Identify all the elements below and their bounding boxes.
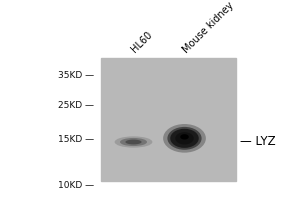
Ellipse shape xyxy=(125,140,142,144)
Ellipse shape xyxy=(115,136,152,148)
Ellipse shape xyxy=(167,127,202,150)
Ellipse shape xyxy=(120,138,147,146)
Text: 25KD —: 25KD — xyxy=(58,101,94,110)
Ellipse shape xyxy=(179,135,190,142)
Bar xyxy=(100,58,236,181)
Text: Mouse kidney: Mouse kidney xyxy=(180,0,235,55)
Text: HL60: HL60 xyxy=(129,30,154,55)
Ellipse shape xyxy=(175,132,194,145)
Text: 15KD —: 15KD — xyxy=(58,135,94,144)
Ellipse shape xyxy=(163,124,206,153)
Ellipse shape xyxy=(170,129,199,148)
Text: 35KD —: 35KD — xyxy=(58,71,94,80)
Ellipse shape xyxy=(180,134,189,140)
Text: 10KD —: 10KD — xyxy=(58,181,94,190)
Text: — LYZ: — LYZ xyxy=(240,135,276,148)
